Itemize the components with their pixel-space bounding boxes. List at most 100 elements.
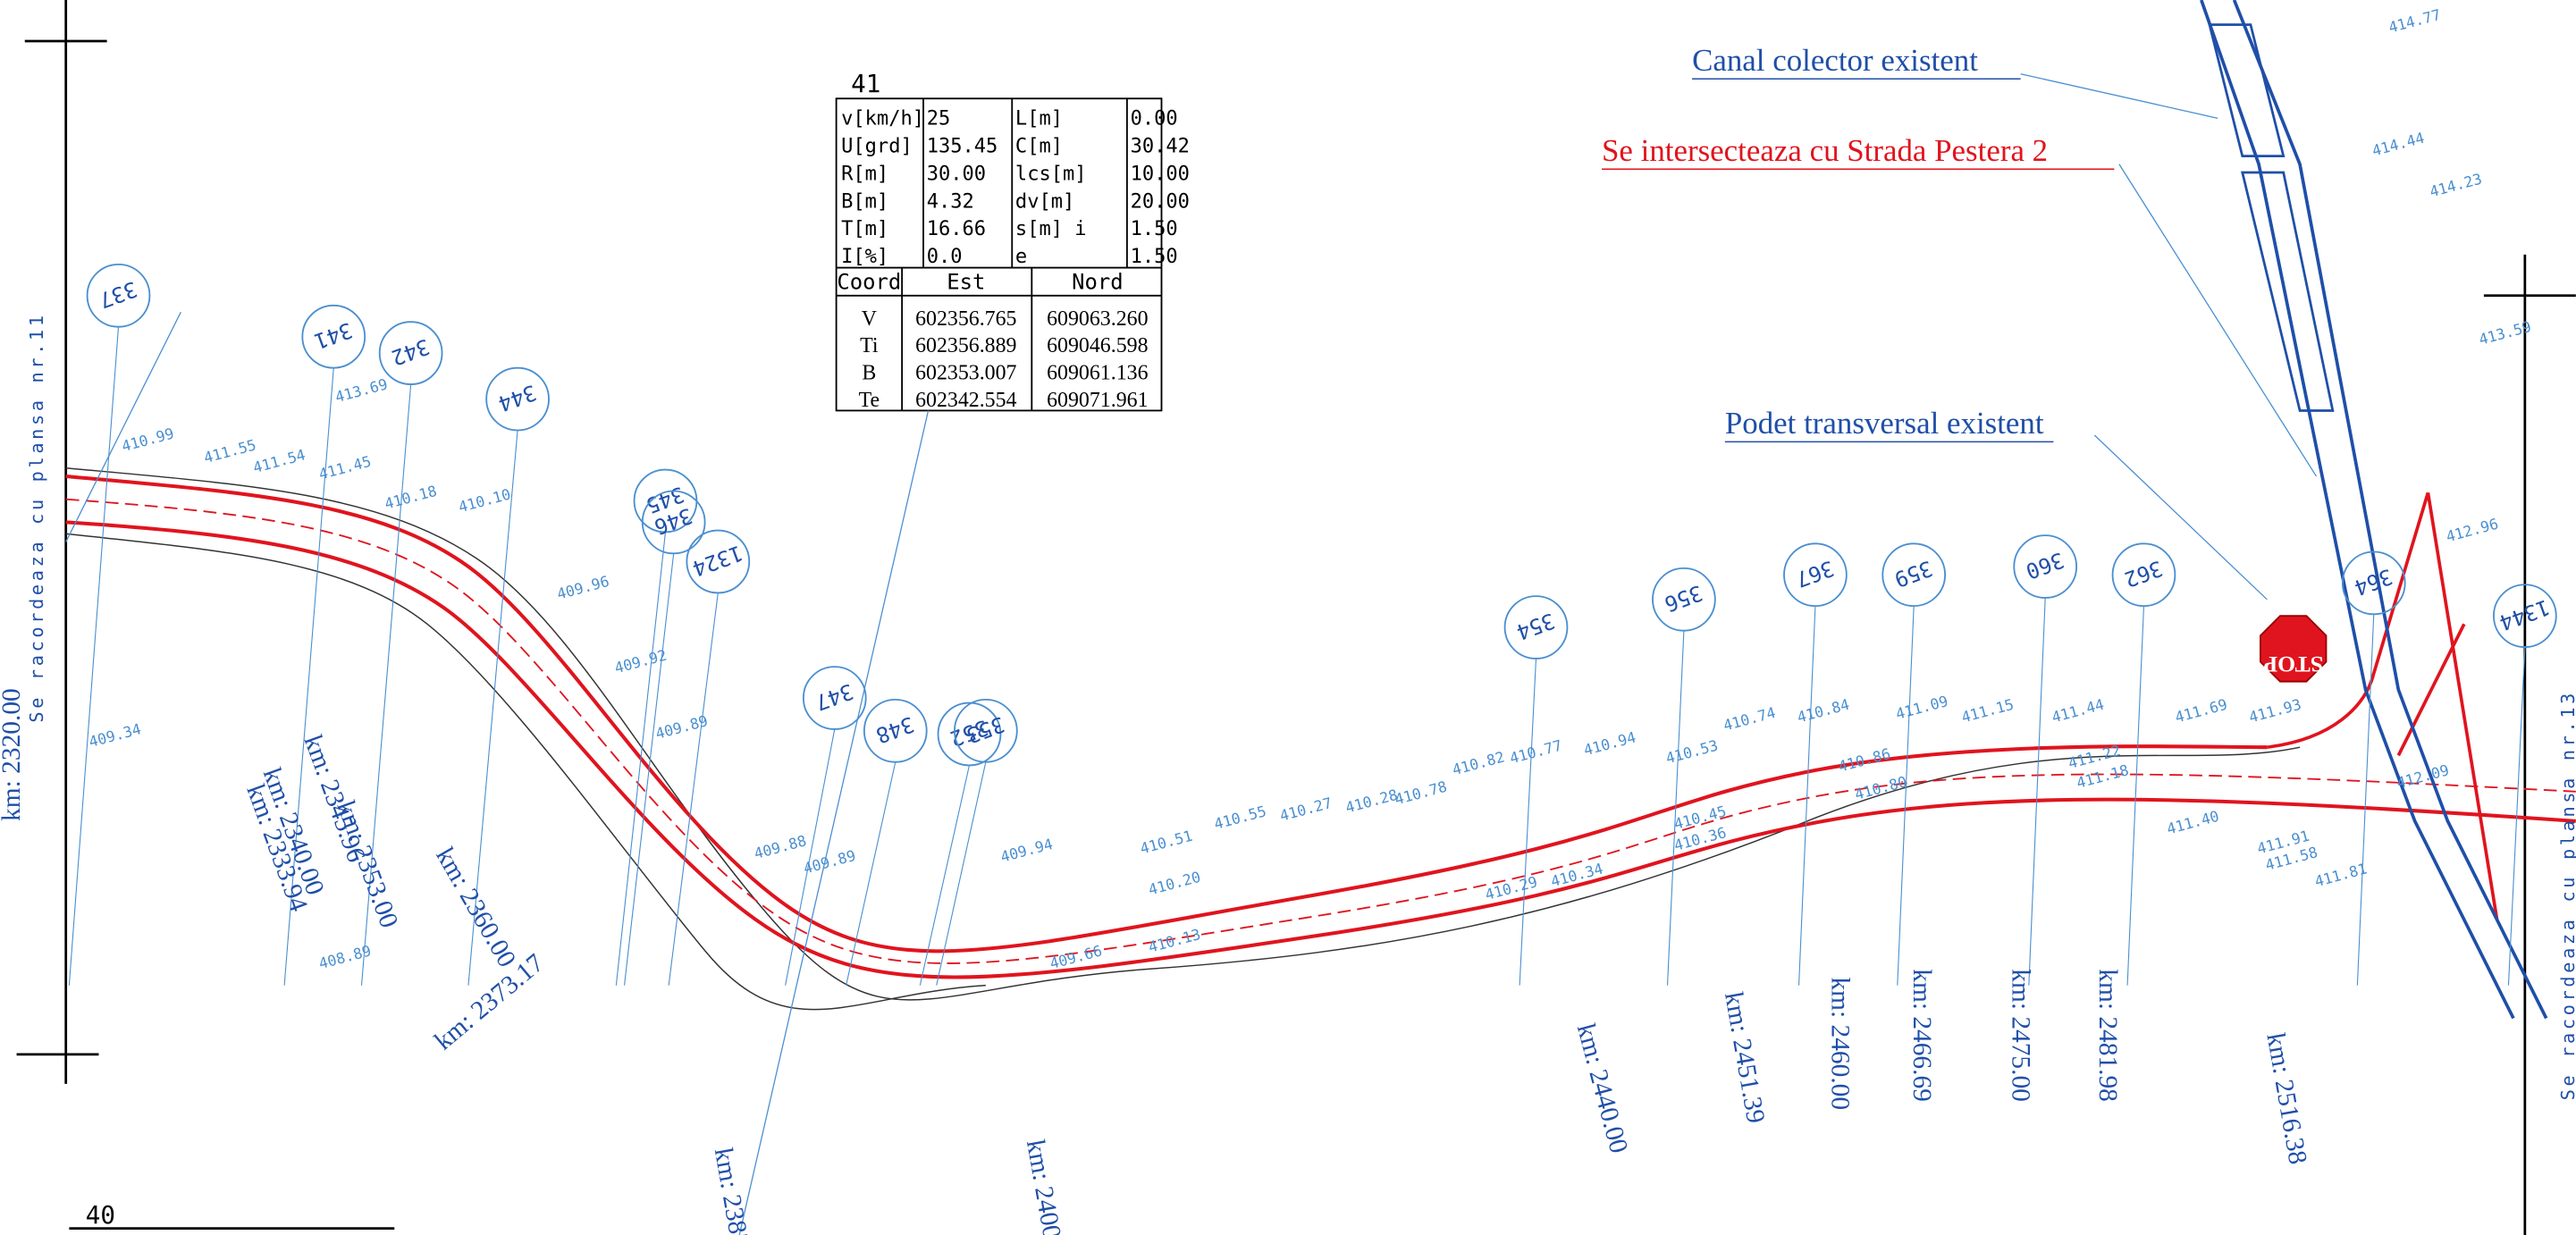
elevation: 410.77 <box>1508 737 1564 768</box>
table-cell: 602353.007 <box>915 362 1016 385</box>
station-leader <box>283 367 334 986</box>
table-cell: T[m] <box>841 218 888 240</box>
table-cell: Te <box>859 389 880 412</box>
table-cell: R[m] <box>841 163 888 185</box>
station-leader <box>1797 606 1816 986</box>
elevation: 411.55 <box>202 436 258 466</box>
elevation: 410.51 <box>1139 828 1195 858</box>
elevation: 410.18 <box>383 483 439 513</box>
station-leader <box>785 728 836 986</box>
km-label: km: 2320.00 <box>0 688 26 821</box>
station-leader <box>623 553 675 986</box>
station-leader <box>1519 658 1537 986</box>
station-label: 348 <box>872 711 917 748</box>
table-cell: 135.45 <box>927 136 998 158</box>
annotation: Se intersecteaza cu Strada Pestera 2 <box>1602 133 2048 168</box>
table-cell: 1.50 <box>1131 218 1178 240</box>
table-cell: B[m] <box>841 190 888 213</box>
elevation: 414.44 <box>2370 130 2427 160</box>
station-leader <box>2028 597 2046 986</box>
table-cell: 0.0 <box>927 246 963 268</box>
table-header: Est <box>947 269 985 294</box>
table-cell: C[m] <box>1015 136 1063 158</box>
km-label: km: 2385.84 <box>709 1146 760 1235</box>
station-label: 344 <box>495 380 540 416</box>
station-leader <box>2356 614 2375 986</box>
elevation: 409.89 <box>802 847 858 878</box>
table-cell: 30.42 <box>1131 136 1190 158</box>
elevation: 410.55 <box>1212 802 1268 833</box>
table-cell: 609071.961 <box>1047 389 1148 412</box>
table-id: 41 <box>851 70 880 98</box>
elevation: 410.10 <box>457 485 513 516</box>
elevation: 410.84 <box>1796 696 1852 727</box>
table-cell: 602342.554 <box>915 389 1016 412</box>
side-label: Se racordeaza cu plansa nr.13 <box>2557 690 2576 1100</box>
road-outline <box>65 0 2576 1020</box>
km-label: km: 2440.00 <box>1571 1021 1633 1156</box>
elevation: 414.77 <box>2387 6 2443 37</box>
table-frame <box>835 97 1163 412</box>
elevation: 410.99 <box>120 424 176 455</box>
table-cell: 609061.136 <box>1047 362 1148 385</box>
stop-sign <box>2260 615 2328 683</box>
elevation: 411.81 <box>2313 860 2370 890</box>
elevation: 410.29 <box>1483 873 1539 903</box>
elevation: 414.23 <box>2428 171 2484 201</box>
station-label: 354 <box>1513 608 1558 644</box>
elevation: 411.44 <box>2050 696 2107 727</box>
table-cell: U[grd] <box>841 136 913 158</box>
station-label: 364 <box>2351 564 2395 601</box>
elevation: 411.09 <box>1894 693 1950 723</box>
table-header: Coord <box>837 269 901 294</box>
km-label: km: 2481.98 <box>2093 969 2122 1102</box>
table-header: Nord <box>1072 269 1123 294</box>
station-leader <box>68 326 120 986</box>
elevation: 410.20 <box>1147 869 1203 899</box>
km-label: km: 2373.17 <box>429 949 549 1056</box>
elevation: 410.80 <box>1853 773 1909 803</box>
table-cell: 30.00 <box>927 163 986 185</box>
side-label: Se racordeaza cu plansa nr.11 <box>26 312 47 722</box>
table-cell: Ti <box>860 334 879 357</box>
station-label: 341 <box>311 317 356 354</box>
table-cell: I[%] <box>841 246 888 268</box>
station-label: 367 <box>1792 556 1837 592</box>
elevation: 410.53 <box>1664 737 1721 768</box>
station-leader <box>467 430 518 986</box>
table-cell: 4.32 <box>927 190 974 213</box>
table-cell: 25 <box>927 108 951 130</box>
elevation: 411.40 <box>2165 808 2221 838</box>
station-label: 347 <box>812 678 856 715</box>
elevation: 410.27 <box>1278 794 1334 825</box>
elevation: 410.13 <box>1147 926 1203 956</box>
elevation: 410.94 <box>1582 728 1638 759</box>
station-label: 360 <box>2023 547 2067 584</box>
station-leader <box>2507 647 2526 986</box>
elevation: 409.34 <box>87 720 143 751</box>
elevation: 410.74 <box>1722 704 1778 735</box>
elevation: 408.89 <box>317 942 374 972</box>
table-cell: 602356.765 <box>915 307 1016 331</box>
elevation: 409.89 <box>653 712 710 743</box>
table-cell: s[m] i <box>1015 218 1087 240</box>
table-cell: dv[m] <box>1015 190 1074 213</box>
elevation: 409.94 <box>998 836 1055 866</box>
table-cell: 20.00 <box>1131 190 1190 213</box>
station-label: 342 <box>388 333 433 370</box>
station-leader <box>668 592 719 986</box>
leaders <box>65 73 2317 1235</box>
elevation: 409.96 <box>555 573 611 603</box>
km-label: km: 2400.00 <box>1021 1138 1072 1235</box>
table-cell: L[m] <box>1015 108 1063 130</box>
station-leader <box>1897 606 1915 986</box>
elevation: 411.69 <box>2173 696 2229 727</box>
station-leader <box>360 383 412 986</box>
table-cell: e <box>1015 246 1027 268</box>
station-label: 337 <box>96 276 140 313</box>
elevation: 411.54 <box>251 446 307 476</box>
elevation: 412.96 <box>2445 516 2501 546</box>
elevation: 410.86 <box>1837 745 1893 776</box>
